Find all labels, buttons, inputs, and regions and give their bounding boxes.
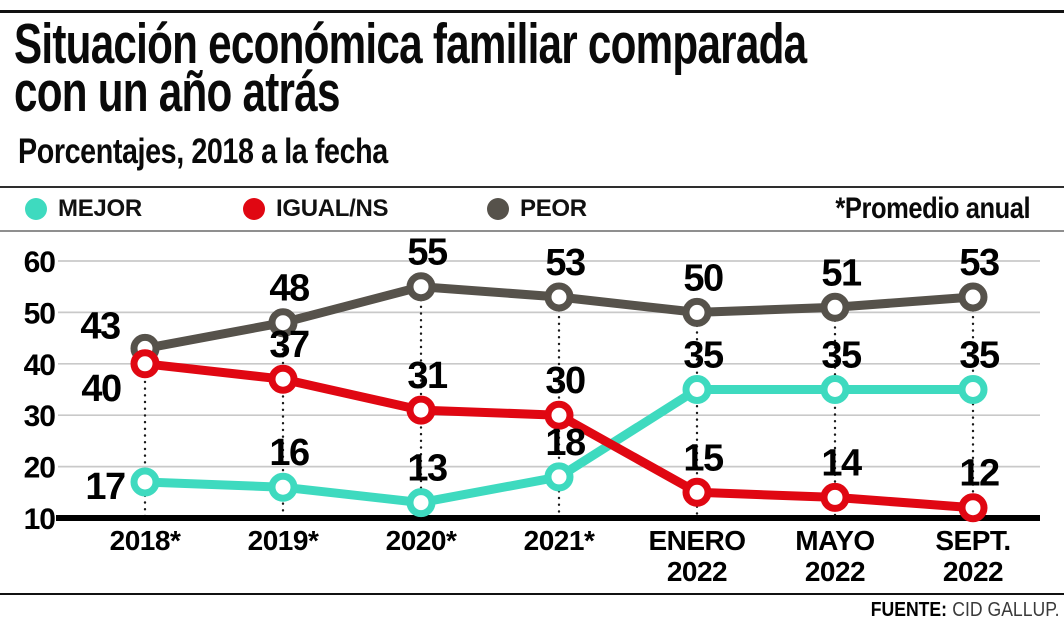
data-point-marker <box>130 349 160 379</box>
top-rule <box>0 10 1064 13</box>
data-point-marker <box>268 472 298 502</box>
data-point-marker <box>958 375 988 404</box>
y-tick-label: 40 <box>24 349 56 382</box>
data-point-marker <box>544 462 574 492</box>
x-tick-label: SEPT. <box>935 525 1010 556</box>
data-label: 12 <box>959 453 999 495</box>
title-block: Situación económica familiar comparada c… <box>14 12 1064 124</box>
legend-item-mejor: MEJOR <box>25 188 142 230</box>
source-credit: FUENTE: CID GALLUP. <box>871 599 1060 622</box>
data-point-marker <box>682 477 712 507</box>
legend-label-mejor: MEJOR <box>58 195 142 222</box>
data-point-marker <box>268 364 298 394</box>
y-tick-label: 10 <box>24 503 56 536</box>
source-value: CID GALLUP. <box>952 599 1060 621</box>
data-point-marker <box>544 282 574 312</box>
data-label: 48 <box>269 268 309 310</box>
data-label: 35 <box>683 335 724 377</box>
x-tick-label: 2020* <box>386 525 457 556</box>
data-point-marker <box>406 395 436 425</box>
legend-row: MEJOR IGUAL/NS PEOR *Promedio anual <box>0 186 1064 232</box>
legend-swatch-igual-ns-icon <box>243 198 265 220</box>
data-point-marker <box>958 493 988 523</box>
data-label: 51 <box>821 252 862 294</box>
legend-item-igual-ns: IGUAL/NS <box>243 188 389 230</box>
y-tick-label: 50 <box>24 297 56 330</box>
data-point-marker <box>820 375 850 404</box>
page-title-line2: con un año atrás <box>14 60 340 124</box>
data-label: 14 <box>821 442 862 484</box>
data-label: 53 <box>545 242 585 284</box>
chart-area: 10 20 30 40 50 60 43 48 55 53 50 51 53 17 16 13 18 35 35 35… <box>0 232 1064 593</box>
line-chart: 10 20 30 40 50 60 43 48 55 53 50 51 53 17 16 13 18 35 35 35… <box>24 232 1040 587</box>
data-point-marker <box>268 308 298 338</box>
x-tick-label: 2022 <box>943 556 1003 587</box>
data-point-marker <box>406 272 436 302</box>
data-label: 53 <box>959 242 999 284</box>
data-label: 15 <box>683 437 724 479</box>
legend-label-igual-ns: IGUAL/NS <box>276 195 389 222</box>
data-point-marker <box>406 488 436 518</box>
x-tick-label: 2021* <box>524 525 595 556</box>
y-tick-label: 60 <box>24 246 56 279</box>
data-label: 40 <box>81 368 121 410</box>
x-tick-label: 2019* <box>248 525 319 556</box>
y-tick-label: 20 <box>24 452 56 485</box>
x-tick-label: 2022 <box>667 556 727 587</box>
data-label: 37 <box>269 324 309 366</box>
data-label: 55 <box>407 235 448 274</box>
data-label: 30 <box>545 360 585 402</box>
data-point-marker <box>682 297 712 327</box>
legend-swatch-peor-icon <box>487 198 509 220</box>
source-label: FUENTE: <box>871 599 948 621</box>
data-label: 43 <box>80 305 120 347</box>
data-label: 18 <box>545 422 585 464</box>
data-point-marker <box>820 482 850 512</box>
y-tick-label: 30 <box>24 400 56 433</box>
x-tick-label: 2018* <box>110 525 181 556</box>
page-title-line1: Situación económica familiar comparada <box>14 12 807 76</box>
data-label: 35 <box>821 335 862 377</box>
data-point-marker <box>130 467 160 497</box>
data-point-marker <box>958 282 988 312</box>
data-label: 16 <box>269 432 309 474</box>
x-tick-label: ENERO <box>648 525 745 556</box>
page-subtitle: Porcentajes, 2018 a la fecha <box>18 132 388 171</box>
data-label: 13 <box>407 448 447 490</box>
data-label: 50 <box>683 257 723 299</box>
data-label: 35 <box>959 335 1000 377</box>
legend-swatch-mejor-icon <box>25 198 47 220</box>
data-point-marker <box>544 400 574 430</box>
legend-item-peor: PEOR <box>487 188 587 230</box>
x-tick-label: MAYO <box>795 525 874 556</box>
footer-rule <box>0 593 1064 595</box>
legend-label-peor: PEOR <box>520 195 587 222</box>
data-point-marker <box>682 375 712 404</box>
x-tick-label: 2022 <box>805 556 865 587</box>
data-label: 31 <box>407 355 448 397</box>
data-point-marker <box>820 292 850 322</box>
data-label: 17 <box>85 466 125 508</box>
annual-average-note: *Promedio anual <box>835 192 1030 225</box>
